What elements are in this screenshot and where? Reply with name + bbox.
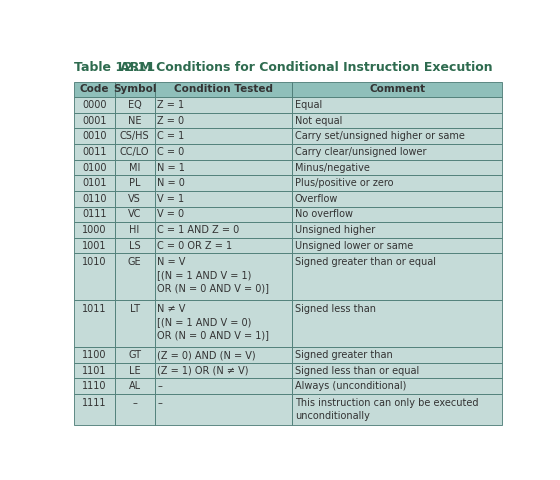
Text: 0101: 0101 xyxy=(82,178,107,188)
Text: LE: LE xyxy=(129,366,141,376)
Text: AL: AL xyxy=(129,381,141,391)
Bar xyxy=(74,363,115,378)
Bar xyxy=(115,253,155,300)
Bar xyxy=(292,253,502,300)
Text: 1110: 1110 xyxy=(82,381,107,391)
Text: GE: GE xyxy=(128,257,142,267)
Text: Signed greater than or equal: Signed greater than or equal xyxy=(295,257,436,267)
Bar xyxy=(292,113,502,129)
Text: 1100: 1100 xyxy=(82,350,107,360)
Bar xyxy=(292,191,502,206)
Bar xyxy=(74,238,115,253)
Text: HI: HI xyxy=(129,225,140,235)
Text: Unsigned higher: Unsigned higher xyxy=(295,225,375,235)
Bar xyxy=(155,113,292,129)
Text: C = 0 OR Z = 1: C = 0 OR Z = 1 xyxy=(157,240,232,251)
Bar xyxy=(155,160,292,175)
Text: ARM Conditions for Conditional Instruction Execution: ARM Conditions for Conditional Instructi… xyxy=(107,61,492,74)
Text: MI: MI xyxy=(129,163,141,172)
Bar xyxy=(292,394,502,425)
Bar xyxy=(74,222,115,238)
Bar xyxy=(115,113,155,129)
Bar xyxy=(292,300,502,347)
Text: C = 0: C = 0 xyxy=(157,147,185,157)
Bar xyxy=(115,347,155,363)
Bar xyxy=(74,175,115,191)
Text: This instruction can only be executed
unconditionally: This instruction can only be executed un… xyxy=(295,398,478,420)
Text: 1111: 1111 xyxy=(82,398,107,408)
Text: Z = 0: Z = 0 xyxy=(157,116,184,126)
Bar xyxy=(74,206,115,222)
Text: PL: PL xyxy=(129,178,141,188)
Text: C = 1: C = 1 xyxy=(157,132,185,141)
Text: 1011: 1011 xyxy=(82,304,107,314)
Bar xyxy=(155,206,292,222)
Bar xyxy=(155,378,292,394)
Bar xyxy=(292,97,502,113)
Bar xyxy=(74,160,115,175)
Text: N = 0: N = 0 xyxy=(157,178,185,188)
Bar xyxy=(292,175,502,191)
Text: 0100: 0100 xyxy=(82,163,107,172)
Text: N = 1: N = 1 xyxy=(157,163,185,172)
Bar xyxy=(155,191,292,206)
Bar xyxy=(74,144,115,160)
Bar xyxy=(292,160,502,175)
Bar xyxy=(115,378,155,394)
Bar xyxy=(115,160,155,175)
Text: Overflow: Overflow xyxy=(295,194,338,204)
Bar xyxy=(292,378,502,394)
Text: N ≠ V
[(N = 1 AND V = 0)
OR (N = 0 AND V = 1)]: N ≠ V [(N = 1 AND V = 0) OR (N = 0 AND V… xyxy=(157,304,269,340)
Bar xyxy=(155,238,292,253)
Bar xyxy=(155,347,292,363)
Text: 0010: 0010 xyxy=(82,132,107,141)
Bar xyxy=(74,113,115,129)
Text: No overflow: No overflow xyxy=(295,209,353,219)
Bar xyxy=(115,222,155,238)
Text: VC: VC xyxy=(128,209,141,219)
Bar xyxy=(155,300,292,347)
Bar xyxy=(74,82,115,97)
Text: Equal: Equal xyxy=(295,100,322,110)
Text: Plus/positive or zero: Plus/positive or zero xyxy=(295,178,394,188)
Text: –: – xyxy=(157,398,162,408)
Text: Carry set/unsigned higher or same: Carry set/unsigned higher or same xyxy=(295,132,465,141)
Bar xyxy=(115,144,155,160)
Text: GT: GT xyxy=(128,350,141,360)
Bar xyxy=(292,82,502,97)
Bar xyxy=(292,144,502,160)
Bar xyxy=(74,253,115,300)
Text: 0001: 0001 xyxy=(82,116,107,126)
Text: Code: Code xyxy=(80,84,109,95)
Bar xyxy=(155,97,292,113)
Bar xyxy=(155,82,292,97)
Text: V = 0: V = 0 xyxy=(157,209,184,219)
Text: LS: LS xyxy=(129,240,141,251)
Text: Not equal: Not equal xyxy=(295,116,342,126)
Text: Symbol: Symbol xyxy=(113,84,156,95)
Bar xyxy=(155,394,292,425)
Bar xyxy=(155,144,292,160)
Bar xyxy=(115,363,155,378)
Text: Signed greater than: Signed greater than xyxy=(295,350,393,360)
Text: V = 1: V = 1 xyxy=(157,194,184,204)
Text: 0011: 0011 xyxy=(82,147,107,157)
Text: Condition Tested: Condition Tested xyxy=(174,84,273,95)
Bar xyxy=(292,222,502,238)
Bar xyxy=(292,347,502,363)
Bar xyxy=(115,191,155,206)
Bar xyxy=(115,175,155,191)
Text: Comment: Comment xyxy=(369,84,425,95)
Text: 1010: 1010 xyxy=(82,257,107,267)
Bar xyxy=(74,347,115,363)
Bar xyxy=(292,206,502,222)
Bar xyxy=(115,82,155,97)
Text: VS: VS xyxy=(128,194,141,204)
Text: (Z = 1) OR (N ≠ V): (Z = 1) OR (N ≠ V) xyxy=(157,366,249,376)
Text: CS/HS: CS/HS xyxy=(120,132,150,141)
Text: 1001: 1001 xyxy=(82,240,107,251)
Text: N = V
[(N = 1 AND V = 1)
OR (N = 0 AND V = 0)]: N = V [(N = 1 AND V = 1) OR (N = 0 AND V… xyxy=(157,257,269,293)
Bar xyxy=(74,97,115,113)
Bar xyxy=(292,238,502,253)
Text: CC/LO: CC/LO xyxy=(120,147,150,157)
